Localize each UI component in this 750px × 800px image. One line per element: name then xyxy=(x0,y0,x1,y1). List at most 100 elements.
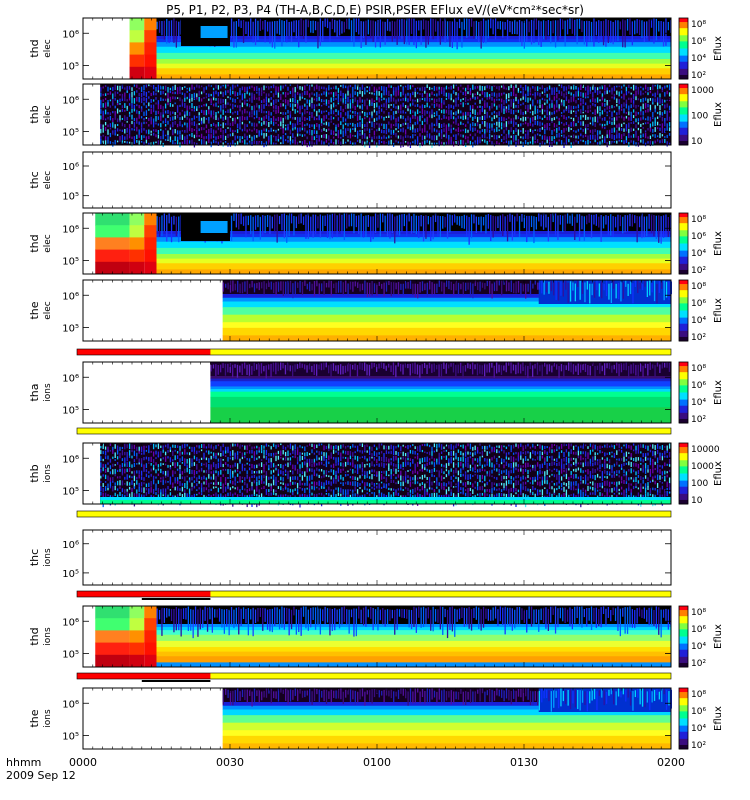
flux-noise-column xyxy=(263,116,265,123)
flux-noise-column xyxy=(421,444,424,446)
flux-noise-column xyxy=(527,116,529,119)
flux-noise-column xyxy=(572,105,575,110)
flux-noise-column xyxy=(364,124,366,128)
flux-noise-column xyxy=(251,449,253,454)
flux-noise-column xyxy=(131,120,133,125)
flux-noise-column xyxy=(616,130,618,135)
flux-noise-column xyxy=(479,130,481,134)
flux-noise-column xyxy=(491,112,493,115)
flux-noise-column xyxy=(440,109,443,114)
flux-noise-column xyxy=(318,139,320,142)
flux-noise-column xyxy=(337,93,340,99)
flux-noise-column xyxy=(299,445,301,448)
flux-noise-column xyxy=(608,105,611,110)
flux-noise-column xyxy=(420,20,422,45)
colorbar-segment xyxy=(679,258,688,261)
flux-noise-column xyxy=(160,85,162,90)
flux-noise-column xyxy=(457,109,460,114)
flux-noise-column xyxy=(352,111,354,114)
flux-noise-column xyxy=(532,136,534,142)
flux-noise-column xyxy=(301,92,304,97)
flux-noise-column xyxy=(220,85,222,89)
flux-noise-column xyxy=(119,94,121,96)
energy-band xyxy=(210,381,671,387)
flux-noise-column xyxy=(407,108,409,112)
flux-noise-column xyxy=(486,128,488,133)
flux-noise-column xyxy=(607,20,609,43)
flux-noise-column xyxy=(383,90,385,96)
flux-noise-column xyxy=(534,116,536,121)
flux-noise-column xyxy=(222,91,224,97)
colorbar-segment xyxy=(679,388,688,390)
flux-noise-column xyxy=(589,86,592,92)
flux-noise-column xyxy=(265,141,268,147)
flux-noise-column xyxy=(476,122,479,127)
flux-noise-column xyxy=(191,449,193,452)
flux-noise-column xyxy=(229,451,232,457)
flux-noise-column xyxy=(620,139,623,143)
flux-noise-column xyxy=(488,129,491,134)
colorbar-segment xyxy=(679,307,688,309)
flux-noise-column xyxy=(486,122,488,129)
flux-noise-column xyxy=(318,103,320,106)
flux-noise-column xyxy=(311,136,313,141)
flux-noise-column xyxy=(560,112,563,114)
flux-noise-column xyxy=(419,115,421,122)
flux-noise-column xyxy=(623,133,625,137)
flux-noise-column xyxy=(335,85,337,90)
flux-noise-column xyxy=(342,444,344,448)
flux-noise-column xyxy=(325,139,328,143)
flux-noise-column xyxy=(665,214,667,238)
flux-noise-column xyxy=(584,451,587,457)
flux-noise-column xyxy=(426,139,428,143)
flux-noise-column xyxy=(647,363,649,376)
flux-noise-column xyxy=(553,362,555,367)
flux-noise-column xyxy=(660,21,662,42)
flux-noise-column xyxy=(604,123,606,127)
colorbar-segment xyxy=(679,372,688,374)
flux-noise-column xyxy=(395,450,397,455)
flux-noise-column xyxy=(460,116,462,119)
flux-noise-column xyxy=(246,451,248,454)
flux-noise-column xyxy=(601,110,604,115)
colorbar-segment xyxy=(679,20,688,22)
flux-noise-column xyxy=(162,90,164,95)
flux-noise-column xyxy=(575,139,577,143)
flux-noise-column xyxy=(499,215,501,232)
flux-noise-column xyxy=(191,117,193,121)
colorbar-segment xyxy=(679,408,688,411)
flux-noise-column xyxy=(603,283,605,291)
flux-noise-column xyxy=(148,117,150,122)
flux-noise-column xyxy=(580,445,582,448)
flux-noise-column xyxy=(494,216,497,231)
flux-noise-column xyxy=(318,93,320,99)
flux-noise-column xyxy=(587,90,589,96)
flux-noise-column xyxy=(126,451,128,458)
colorbar-segment xyxy=(679,368,688,370)
colorbar-title: Eflux xyxy=(713,298,724,323)
flux-noise-column xyxy=(227,446,229,452)
flux-noise-column xyxy=(390,115,392,121)
flux-noise-column xyxy=(323,115,325,122)
flux-noise-column xyxy=(172,450,174,456)
flux-noise-column xyxy=(395,132,397,138)
flux-noise-column xyxy=(323,122,325,125)
flux-noise-column xyxy=(407,122,409,128)
flux-noise-column xyxy=(128,450,131,456)
flux-noise-column xyxy=(522,127,524,134)
flux-noise-column xyxy=(246,458,248,461)
flux-noise-column xyxy=(112,449,114,454)
flux-noise-column xyxy=(296,133,299,137)
flux-noise-column xyxy=(133,117,136,122)
flux-noise-column xyxy=(426,116,428,123)
flux-noise-column xyxy=(184,111,186,116)
flux-noise-column xyxy=(140,458,143,464)
flux-noise-column xyxy=(593,214,595,225)
flux-noise-column xyxy=(661,452,664,458)
flux-noise-column xyxy=(481,282,484,288)
flux-noise-column xyxy=(644,97,647,101)
flux-noise-column xyxy=(467,451,469,455)
flux-noise-column xyxy=(200,120,203,125)
flux-noise-column xyxy=(636,216,638,243)
flux-noise-column xyxy=(563,93,565,98)
